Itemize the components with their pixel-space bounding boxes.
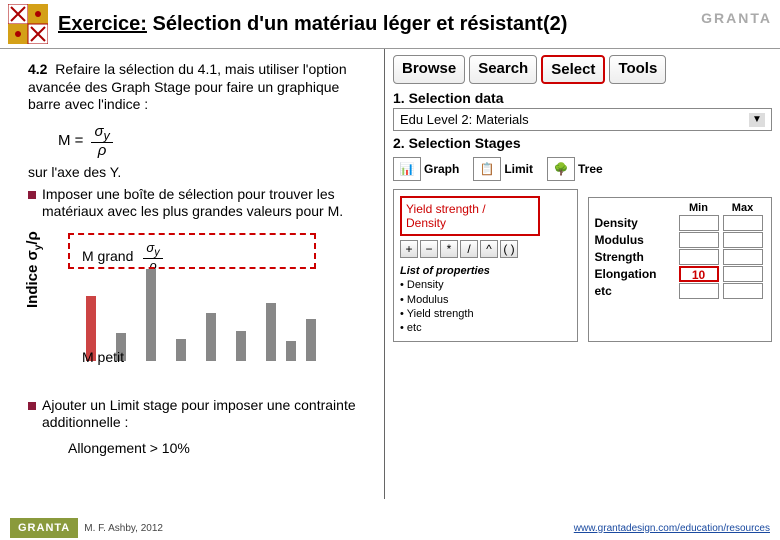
op-button[interactable]: ( ) bbox=[500, 240, 518, 258]
axis-text: sur l'axe des Y. bbox=[28, 164, 374, 182]
stages-row: 📊Graph 📋Limit 🌳Tree bbox=[393, 157, 772, 181]
op-button[interactable]: ^ bbox=[480, 240, 498, 258]
stage-graph[interactable]: 📊Graph bbox=[393, 157, 459, 181]
left-column: 4.2 Refaire la sélection du 4.1, mais ut… bbox=[0, 49, 385, 499]
selection-stages-label: 2. Selection Stages bbox=[393, 135, 772, 151]
tab-tools[interactable]: Tools bbox=[609, 55, 666, 84]
tab-bar: BrowseSearchSelectTools bbox=[393, 55, 772, 84]
level-dropdown[interactable]: Edu Level 2: Materials ▼ bbox=[393, 108, 772, 131]
selection-data-label: 1. Selection data bbox=[393, 90, 772, 106]
stage-limit[interactable]: 📋Limit bbox=[473, 157, 533, 181]
chart-bar bbox=[146, 269, 156, 361]
graph-icon: 📊 bbox=[393, 157, 421, 181]
tab-browse[interactable]: Browse bbox=[393, 55, 465, 84]
resources-link[interactable]: www.grantadesign.com/education/resources bbox=[574, 523, 770, 534]
brand-watermark: GRANTA bbox=[701, 10, 772, 26]
property-item[interactable]: • Density bbox=[400, 278, 571, 292]
min-input[interactable]: 10 bbox=[679, 266, 719, 282]
chart-ylabel: Indice σy/ρ bbox=[24, 231, 44, 308]
chevron-down-icon[interactable]: ▼ bbox=[749, 113, 765, 127]
properties-list: List of properties • Density• Modulus• Y… bbox=[400, 264, 571, 335]
op-button[interactable]: / bbox=[460, 240, 478, 258]
selection-box[interactable] bbox=[68, 233, 316, 269]
tab-select[interactable]: Select bbox=[541, 55, 605, 84]
min-input[interactable] bbox=[679, 249, 719, 265]
index-chart: Indice σy/ρ M grand σyρM petit bbox=[28, 233, 374, 383]
min-input[interactable] bbox=[679, 215, 719, 231]
op-button[interactable]: * bbox=[440, 240, 458, 258]
chart-bar bbox=[176, 339, 186, 361]
stage-tree[interactable]: 🌳Tree bbox=[547, 157, 603, 181]
limit-row-modulus: Modulus bbox=[595, 232, 766, 248]
limit-icon: 📋 bbox=[473, 157, 501, 181]
limit-row-elongation: Elongation10 bbox=[595, 266, 766, 282]
limit-stage-panel: Min Max DensityModulusStrengthElongation… bbox=[588, 197, 773, 342]
bullet-2: Ajouter un Limit stage pour imposer une … bbox=[28, 397, 374, 432]
right-column: BrowseSearchSelectTools 1. Selection dat… bbox=[385, 49, 780, 499]
chart-bar bbox=[236, 331, 246, 361]
max-input[interactable] bbox=[723, 249, 763, 265]
tab-search[interactable]: Search bbox=[469, 55, 537, 84]
credit-text: M. F. Ashby, 2012 bbox=[84, 523, 163, 534]
axis-expression-box[interactable]: Yield strength / Density bbox=[400, 196, 540, 236]
limit-headers: Min Max bbox=[679, 202, 766, 214]
section-text: 4.2 Refaire la sélection du 4.1, mais ut… bbox=[28, 61, 374, 114]
limit-row-etc: etc bbox=[595, 283, 766, 299]
chart-bar bbox=[286, 341, 296, 361]
max-input[interactable] bbox=[723, 232, 763, 248]
min-input[interactable] bbox=[679, 283, 719, 299]
page-title: Exercice: Sélection d'un matériau léger … bbox=[58, 13, 567, 36]
operator-row: +−*/^( ) bbox=[400, 240, 571, 258]
bullet-icon bbox=[28, 191, 36, 199]
equation-M: M = σy ρ bbox=[58, 124, 374, 159]
bullet-1: Imposer une boîte de sélection pour trou… bbox=[28, 186, 374, 221]
property-item[interactable]: • etc bbox=[400, 321, 571, 335]
footer: GRANTA M. F. Ashby, 2012 www.grantadesig… bbox=[0, 518, 780, 538]
tree-icon: 🌳 bbox=[547, 157, 575, 181]
property-item[interactable]: • Modulus bbox=[400, 293, 571, 307]
header: Exercice: Sélection d'un matériau léger … bbox=[0, 0, 780, 49]
limit-row-strength: Strength bbox=[595, 249, 766, 265]
m-petit-label: M petit bbox=[82, 349, 124, 365]
op-button[interactable]: + bbox=[400, 240, 418, 258]
min-input[interactable] bbox=[679, 232, 719, 248]
chart-bar bbox=[306, 319, 316, 361]
limit-row-density: Density bbox=[595, 215, 766, 231]
max-input[interactable] bbox=[723, 266, 763, 282]
granta-logo: GRANTA bbox=[10, 518, 78, 538]
max-input[interactable] bbox=[723, 283, 763, 299]
constraint-text: Allongement > 10% bbox=[68, 440, 374, 458]
content: 4.2 Refaire la sélection du 4.1, mais ut… bbox=[0, 49, 780, 499]
property-item[interactable]: • Yield strength bbox=[400, 307, 571, 321]
bullet-icon bbox=[28, 402, 36, 410]
graph-stage-panel: Yield strength / Density +−*/^( ) List o… bbox=[393, 189, 578, 342]
max-input[interactable] bbox=[723, 215, 763, 231]
cambridge-crest-icon bbox=[8, 4, 48, 44]
chart-bar bbox=[206, 313, 216, 361]
op-button[interactable]: − bbox=[420, 240, 438, 258]
chart-bar bbox=[266, 303, 276, 361]
